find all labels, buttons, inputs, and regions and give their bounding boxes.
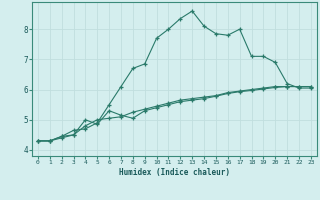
X-axis label: Humidex (Indice chaleur): Humidex (Indice chaleur) [119,168,230,177]
